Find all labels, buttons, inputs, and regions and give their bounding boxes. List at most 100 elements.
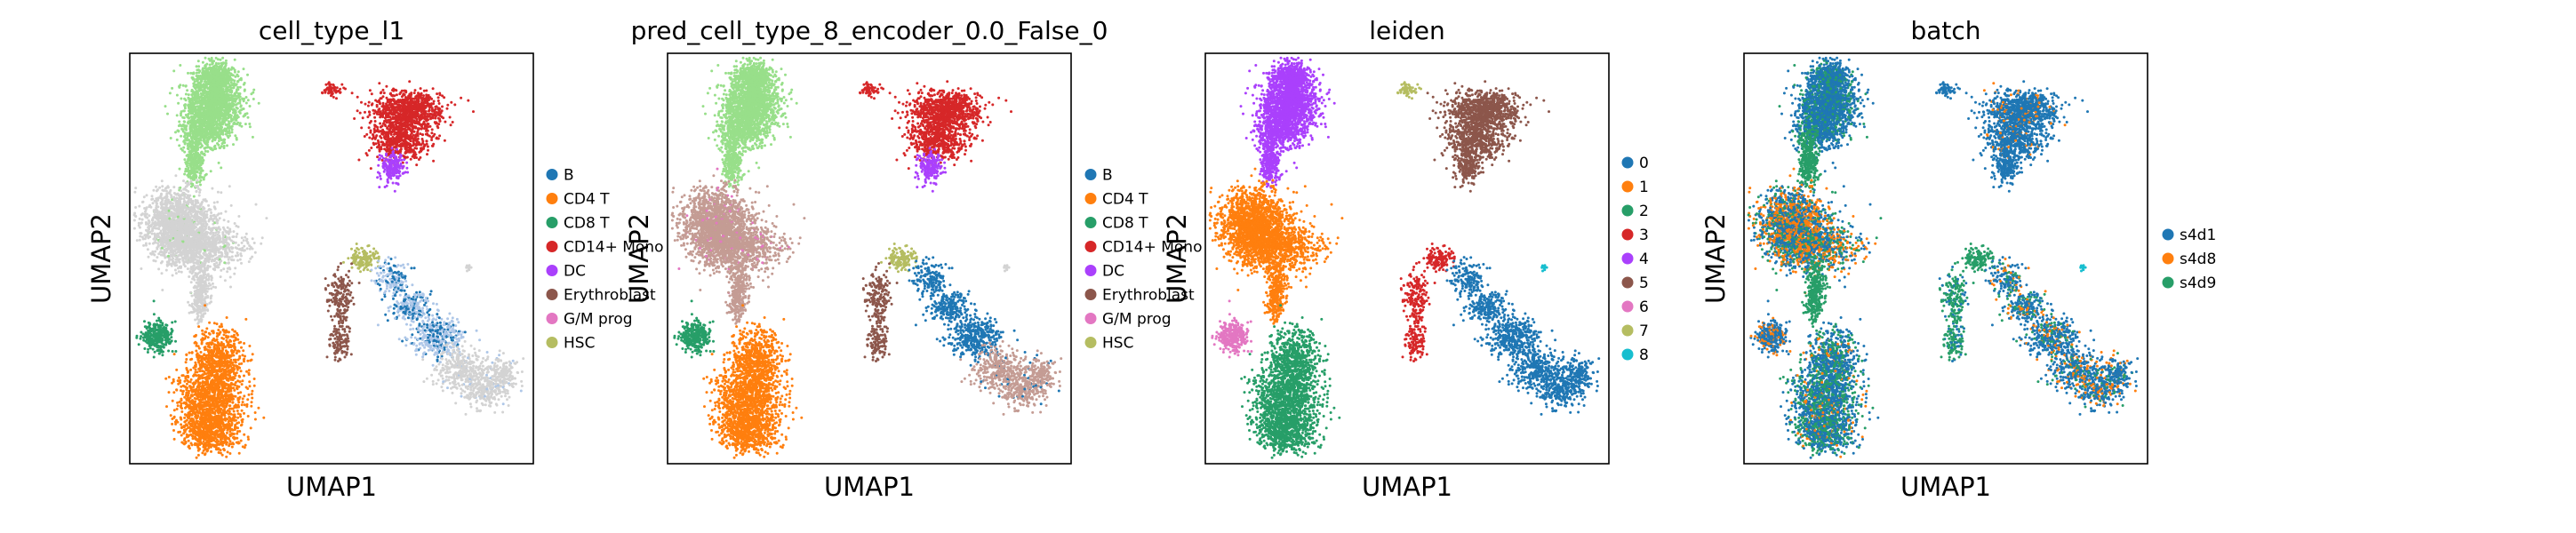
scatter-point — [179, 84, 182, 87]
scatter-point — [231, 118, 235, 122]
scatter-point — [170, 211, 173, 214]
scatter-point — [233, 121, 236, 124]
scatter-point — [159, 250, 163, 253]
scatter-point — [144, 215, 148, 219]
scatter-point — [162, 235, 165, 238]
scatter-point — [217, 212, 220, 216]
scatter-point — [236, 247, 239, 251]
scatter-point — [251, 237, 254, 241]
scatter-point — [199, 203, 203, 206]
scatter-point — [191, 252, 195, 256]
scatter-point — [222, 147, 226, 149]
scatter-point — [191, 244, 195, 248]
scatter-point — [186, 250, 188, 253]
scatter-point — [212, 126, 216, 130]
scatter-point — [243, 244, 246, 248]
scatter-point — [216, 123, 220, 126]
scatter-point — [153, 235, 156, 238]
scatter-point — [187, 71, 189, 75]
scatter-point — [185, 253, 188, 257]
scatter-point — [220, 106, 223, 109]
scatter-point — [173, 268, 177, 272]
scatter-point — [172, 225, 176, 228]
scatter-point — [207, 203, 211, 207]
scatter-point — [220, 131, 223, 135]
scatter-point — [148, 235, 152, 239]
scatter-point — [140, 235, 144, 239]
scatter-point — [212, 263, 216, 266]
scatter-point — [198, 278, 202, 282]
scatter-point — [226, 270, 229, 274]
scatter-point — [188, 151, 192, 155]
scatter-point — [203, 228, 206, 232]
scatter-point — [240, 261, 243, 265]
scatter-point — [138, 204, 141, 208]
scatter-point — [230, 258, 233, 261]
scatter-point — [195, 137, 198, 140]
scatter-point — [169, 137, 172, 139]
scatter-point — [224, 68, 228, 72]
scatter-point — [156, 247, 159, 251]
scatter-point — [166, 247, 170, 251]
scatter-point — [140, 267, 143, 270]
scatter-point — [211, 187, 214, 190]
scatter-point — [228, 237, 231, 241]
scatter-point — [205, 248, 209, 251]
scatter-point — [212, 114, 216, 117]
scatter-point — [212, 111, 216, 115]
scatter-point — [168, 217, 172, 220]
scatter-point — [163, 196, 166, 200]
scatter-point — [222, 138, 226, 141]
scatter-point — [142, 243, 146, 247]
scatter-point — [236, 75, 240, 78]
scatter-point — [205, 100, 208, 104]
scatter-point — [166, 201, 170, 204]
scatter-point — [210, 276, 213, 280]
scatter-point — [172, 253, 176, 257]
scatter-point — [207, 77, 211, 81]
scatter-point — [190, 202, 194, 205]
scatter-point — [196, 60, 200, 63]
scatter-point — [171, 86, 174, 90]
scatter-point — [201, 161, 204, 164]
scatter-point — [153, 213, 156, 217]
scatter-point — [178, 205, 181, 209]
scatter-point — [204, 199, 207, 203]
scatter-point — [172, 260, 175, 264]
scatter-point — [236, 259, 239, 262]
scatter-point — [218, 117, 221, 121]
scatter-point — [196, 119, 199, 123]
scatter-point — [236, 123, 239, 126]
scatter-point — [155, 206, 158, 210]
scatter-point — [185, 154, 188, 157]
scatter-point — [160, 196, 164, 200]
scatter-point — [193, 92, 196, 96]
scatter-point — [161, 289, 164, 291]
scatter-point — [178, 194, 181, 197]
scatter-point — [236, 85, 240, 89]
scatter-point — [180, 256, 184, 259]
scatter-point — [214, 147, 218, 150]
scatter-point — [183, 219, 187, 223]
scatter-point — [196, 237, 199, 241]
scatter-point — [204, 67, 207, 70]
scatter-point — [199, 282, 202, 285]
scatter-point — [212, 70, 215, 74]
scatter-point — [162, 240, 165, 243]
scatter-point — [216, 58, 220, 61]
scatter-point — [240, 254, 243, 258]
scatter-point — [191, 90, 195, 93]
scatter-point — [145, 222, 148, 226]
scatter-point — [232, 143, 235, 147]
scatter-point — [152, 259, 156, 262]
scatter-point — [211, 81, 214, 84]
scatter-point — [233, 97, 236, 100]
scatter-point — [244, 96, 248, 99]
scatter-point — [212, 92, 215, 96]
scatter-point — [178, 199, 181, 203]
scatter-point — [204, 128, 207, 131]
scatter-point — [151, 250, 155, 253]
scatter-point — [237, 215, 241, 218]
scatter-point — [199, 100, 203, 103]
scatter-point — [198, 75, 202, 77]
